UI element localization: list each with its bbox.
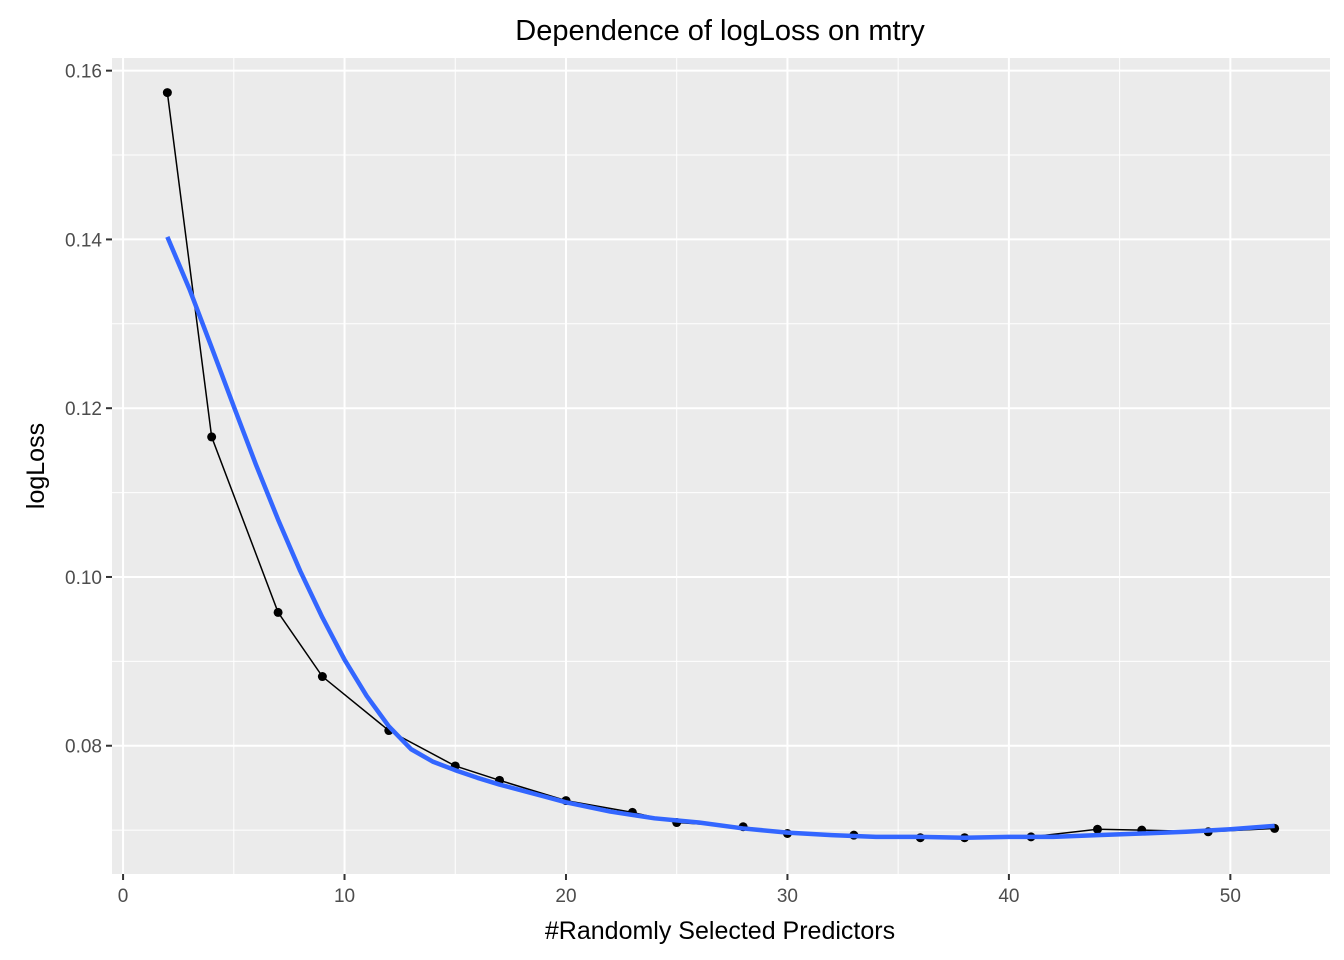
x-tick-label: 0 bbox=[118, 886, 129, 907]
x-tick-label: 10 bbox=[334, 886, 355, 907]
plot-panel bbox=[112, 58, 1330, 874]
y-tick-label: 0.14 bbox=[65, 230, 102, 251]
x-axis-ticks: 0 10 20 30 40 50 bbox=[118, 874, 1241, 907]
x-tick-label: 50 bbox=[1220, 886, 1241, 907]
data-point bbox=[162, 88, 172, 98]
y-axis-ticks: 0.08 0.10 0.12 0.14 0.16 bbox=[65, 62, 112, 758]
y-tick-label: 0.10 bbox=[65, 568, 102, 589]
data-point bbox=[1092, 824, 1102, 834]
grid-minor bbox=[112, 58, 1330, 874]
y-tick-label: 0.16 bbox=[65, 62, 102, 83]
y-tick-label: 0.12 bbox=[65, 399, 102, 420]
smooth-trend-line bbox=[165, 236, 1275, 840]
y-tick-label: 0.08 bbox=[65, 737, 102, 758]
x-tick-label: 30 bbox=[777, 886, 798, 907]
x-tick-label: 40 bbox=[998, 886, 1019, 907]
x-axis-title: #Randomly Selected Predictors bbox=[545, 917, 895, 945]
data-point bbox=[317, 672, 327, 682]
y-axis-title: logLoss bbox=[22, 423, 50, 509]
chart-title: Dependence of logLoss on mtry bbox=[515, 15, 925, 47]
x-tick-label: 20 bbox=[555, 886, 576, 907]
data-point bbox=[273, 607, 283, 617]
data-point bbox=[207, 432, 217, 442]
grid-major bbox=[112, 58, 1330, 874]
series-layer bbox=[162, 88, 1280, 843]
